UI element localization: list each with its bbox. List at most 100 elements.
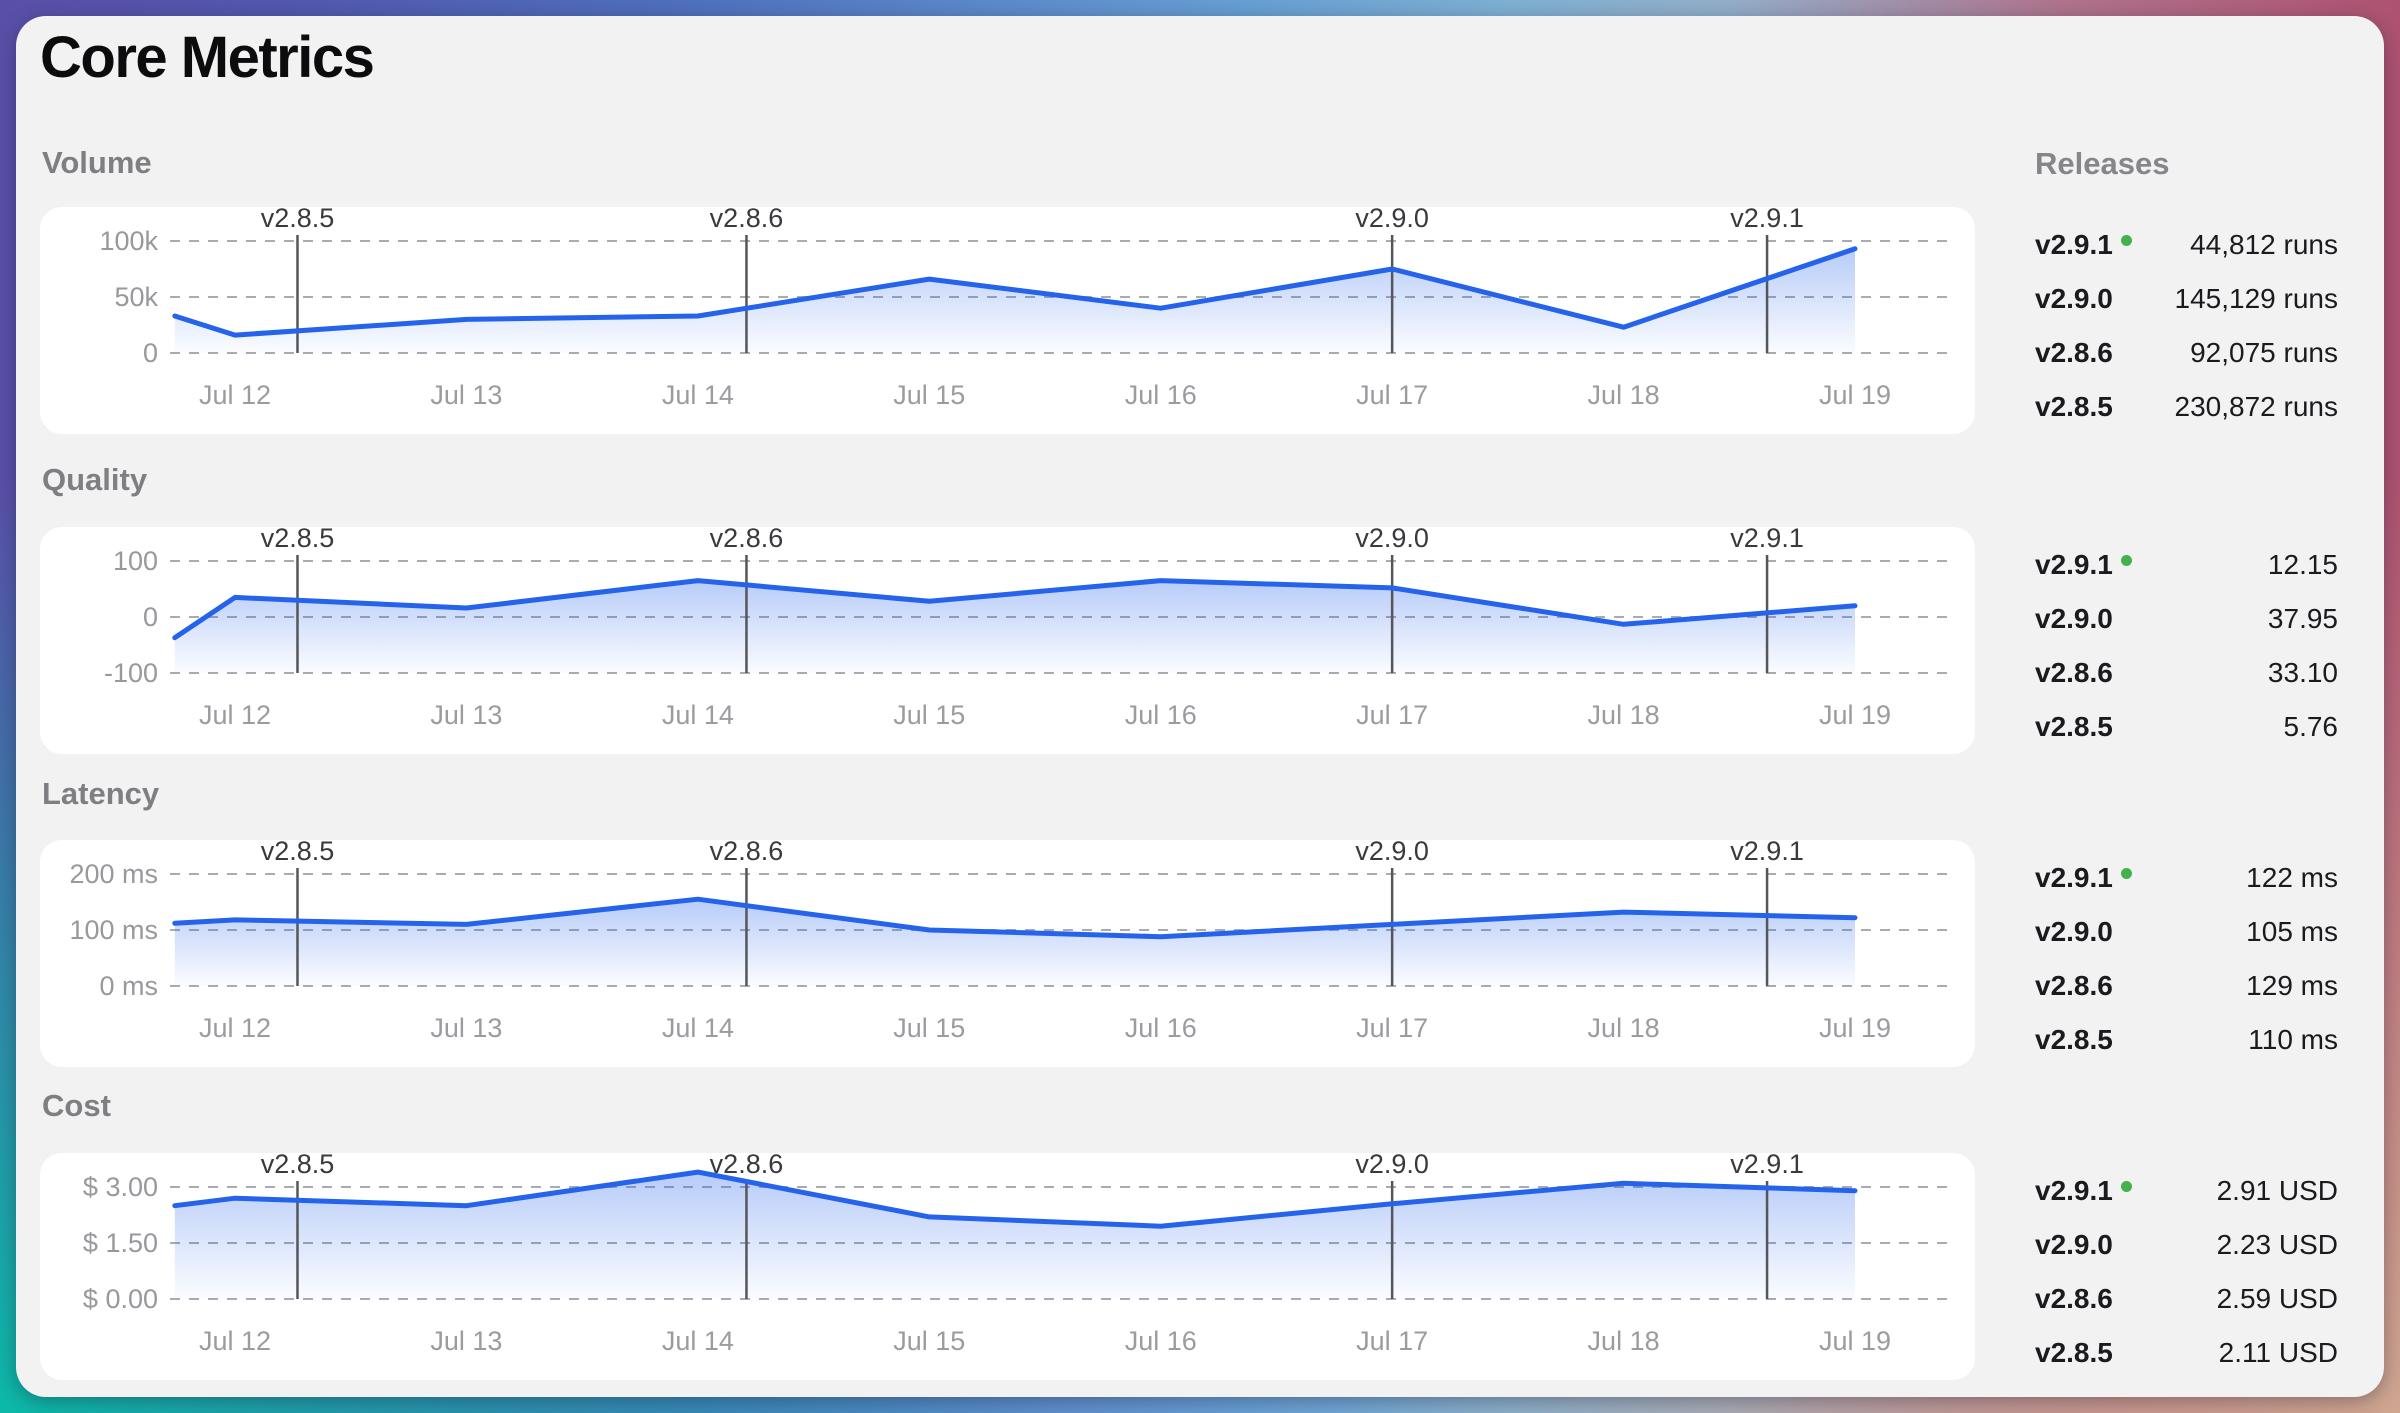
x-tick-label: Jul 13	[430, 1326, 502, 1356]
y-tick-label: -100	[104, 658, 158, 688]
release-value: 44,812 runs	[2190, 229, 2338, 260]
release-row: v2.9.1 2.91 USD	[2035, 1164, 2338, 1218]
y-tick-label: 0 ms	[99, 971, 158, 1001]
release-marker-label: v2.9.1	[1730, 207, 1804, 233]
volume-chart-panel[interactable]: 100k 50k 0 v2.8.5 v2.8.6 v2.9.0 v2.9.1 Jul 12 Ju…	[40, 207, 1975, 434]
y-tick-label: 50k	[114, 282, 158, 312]
release-row: v2.9.0 145,129 runs	[2035, 272, 2338, 326]
x-tick-label: Jul 17	[1356, 1326, 1428, 1356]
release-value: 2.91 USD	[2216, 1175, 2338, 1206]
release-marker-label: v2.8.6	[710, 207, 784, 233]
series-area	[174, 248, 1855, 353]
release-version: v2.8.5	[2035, 1024, 2113, 1055]
quality-chart-panel[interactable]: 100 0 -100 v2.8.5 v2.8.6 v2.9.0 v2.9.1 Jul 12 Ju…	[40, 527, 1975, 754]
latency-chart[interactable]: 200 ms 100 ms 0 ms v2.8.5 v2.8.6 v2.9.0 v2.9.1…	[40, 840, 1975, 1067]
release-value: 105 ms	[2246, 916, 2338, 947]
page-title: Core Metrics	[40, 25, 375, 90]
release-row: v2.8.5 5.76	[2035, 700, 2338, 754]
release-value: 5.76	[2283, 711, 2339, 742]
x-tick-label: Jul 17	[1356, 380, 1428, 410]
x-tick-label: Jul 13	[430, 380, 502, 410]
release-row: v2.8.6 92,075 runs	[2035, 326, 2338, 380]
cost-release-group: v2.9.1 2.91 USD v2.9.0 2.23 USD v2.8.6 2…	[2035, 1153, 2338, 1380]
volume-release-group: v2.9.1 44,812 runs v2.9.0 145,129 runs v…	[2035, 207, 2338, 434]
release-version: v2.9.1	[2035, 862, 2113, 893]
release-marker-label: v2.8.5	[261, 207, 335, 233]
core-metrics-card: Core Metrics Volume 100k 50k 0 v2.8.5 v2.8.6…	[16, 16, 2384, 1397]
series-line	[172, 896, 1858, 940]
x-tick-label: Jul 19	[1819, 1013, 1891, 1043]
release-marker-label: v2.9.0	[1355, 207, 1429, 233]
series-line	[172, 1169, 1858, 1229]
section-label-quality: Quality	[42, 462, 148, 497]
releases-header: Releases	[2035, 146, 2170, 181]
x-tick-label: Jul 12	[199, 380, 271, 410]
x-tick-label: Jul 12	[199, 1013, 271, 1043]
release-value: 2.23 USD	[2216, 1229, 2338, 1260]
release-version: v2.8.6	[2035, 337, 2113, 368]
y-tick-label: $ 1.50	[83, 1228, 158, 1258]
x-tick-label: Jul 13	[430, 700, 502, 730]
y-tick-label: 100 ms	[69, 915, 158, 945]
x-tick-label: Jul 12	[199, 1326, 271, 1356]
release-value: 37.95	[2267, 603, 2338, 634]
release-marker-label: v2.9.1	[1730, 1153, 1804, 1179]
release-version: v2.9.1	[2035, 229, 2113, 260]
release-marker-label: v2.8.5	[261, 1153, 335, 1179]
section-label-volume: Volume	[42, 145, 152, 180]
release-row: v2.8.6 33.10	[2035, 646, 2338, 700]
current-release-dot	[2120, 1180, 2132, 1192]
y-tick-label: 100	[113, 546, 158, 576]
y-tick-label: 0	[143, 602, 158, 632]
release-version: v2.8.5	[2035, 391, 2113, 422]
x-tick-label: Jul 18	[1588, 1013, 1660, 1043]
release-value: 2.59 USD	[2216, 1283, 2338, 1314]
release-value: 230,872 runs	[2174, 391, 2338, 422]
series-area	[174, 899, 1855, 986]
x-tick-label: Jul 19	[1819, 380, 1891, 410]
y-tick-label: $ 3.00	[83, 1172, 158, 1202]
release-value: 129 ms	[2246, 970, 2338, 1001]
release-value: 122 ms	[2246, 862, 2338, 893]
latency-chart-panel[interactable]: 200 ms 100 ms 0 ms v2.8.5 v2.8.6 v2.9.0 v2.9.1…	[40, 840, 1975, 1067]
quality-chart[interactable]: 100 0 -100 v2.8.5 v2.8.6 v2.9.0 v2.9.1 Jul 12 Ju…	[40, 527, 1975, 754]
release-row: v2.8.6 2.59 USD	[2035, 1272, 2338, 1326]
x-tick-label: Jul 19	[1819, 1326, 1891, 1356]
releases-panel: Releases v2.9.1 44,812 runs v2.9.0 145,1…	[2035, 16, 2338, 1397]
release-value: 33.10	[2267, 657, 2338, 688]
release-version: v2.9.0	[2035, 603, 2113, 634]
release-version: v2.9.1	[2035, 1175, 2113, 1206]
x-tick-label: Jul 18	[1588, 1326, 1660, 1356]
release-value: 12.15	[2267, 549, 2338, 580]
release-row: v2.9.0 105 ms	[2035, 905, 2338, 959]
x-tick-label: Jul 16	[1125, 700, 1197, 730]
x-tick-label: Jul 16	[1125, 380, 1197, 410]
current-release-dot	[2120, 867, 2132, 879]
release-value: 92,075 runs	[2190, 337, 2338, 368]
y-tick-label: 200 ms	[69, 859, 158, 889]
release-marker-label: v2.8.5	[261, 527, 335, 553]
release-value: 2.11 USD	[2218, 1337, 2338, 1368]
release-version: v2.8.5	[2035, 711, 2113, 742]
current-release-dot	[2120, 234, 2132, 246]
series-area	[174, 580, 1855, 673]
cost-chart-panel[interactable]: $ 3.00 $ 1.50 $ 0.00 v2.8.5 v2.8.6 v2.9.0 v2.9…	[40, 1153, 1975, 1380]
release-row: v2.8.6 129 ms	[2035, 959, 2338, 1013]
release-marker-label: v2.8.5	[261, 840, 335, 866]
release-value: 145,129 runs	[2174, 283, 2338, 314]
volume-chart[interactable]: 100k 50k 0 v2.8.5 v2.8.6 v2.9.0 v2.9.1 Jul 12 Ju…	[40, 207, 1975, 434]
x-tick-label: Jul 14	[662, 1326, 734, 1356]
y-tick-label: 0	[143, 338, 158, 368]
release-version: v2.9.0	[2035, 1229, 2113, 1260]
x-tick-label: Jul 17	[1356, 700, 1428, 730]
x-tick-label: Jul 14	[662, 1013, 734, 1043]
release-marker-label: v2.9.1	[1730, 840, 1804, 866]
release-marker-label: v2.8.6	[710, 527, 784, 553]
x-tick-label: Jul 15	[893, 1013, 965, 1043]
latency-release-group: v2.9.1 122 ms v2.9.0 105 ms v2.8.6 129 m…	[2035, 840, 2338, 1067]
x-tick-label: Jul 15	[893, 380, 965, 410]
section-label-latency: Latency	[42, 776, 160, 811]
release-version: v2.9.1	[2035, 549, 2113, 580]
x-tick-label: Jul 12	[199, 700, 271, 730]
